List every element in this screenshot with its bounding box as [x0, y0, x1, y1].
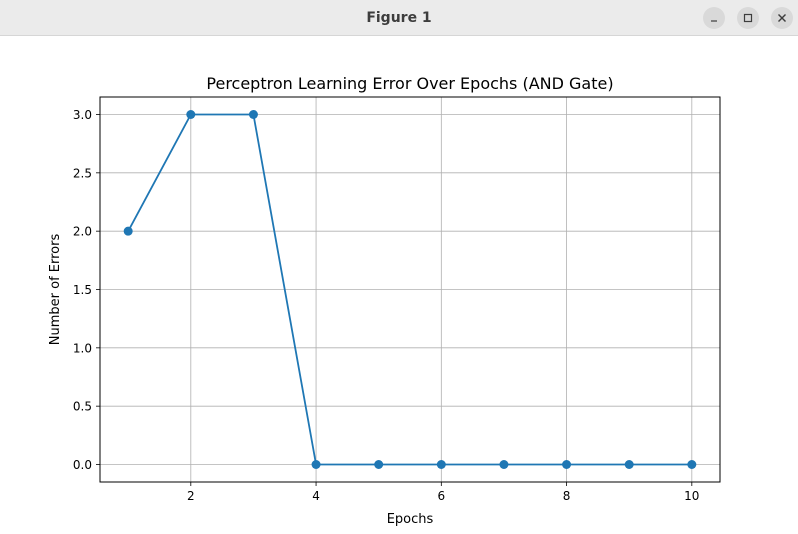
x-tick-label: 10 [684, 489, 699, 503]
grid-lines [100, 97, 720, 482]
maximize-button[interactable] [737, 7, 759, 29]
data-point [248, 110, 258, 119]
minimize-button[interactable] [703, 7, 725, 29]
close-icon [778, 14, 786, 22]
data-point [311, 460, 321, 469]
data-point [436, 460, 446, 469]
data-point [624, 460, 634, 469]
y-tick-label: 2.5 [73, 166, 92, 180]
data-point [562, 460, 572, 469]
data-point [123, 226, 133, 236]
x-tick-label: 4 [312, 489, 320, 503]
x-tick-label: 8 [563, 489, 571, 503]
minimize-icon [711, 20, 717, 22]
x-tick-label: 2 [187, 489, 195, 503]
y-tick-label: 1.5 [73, 283, 92, 297]
x-axis-ticks: 2 4 6 8 10 [187, 482, 699, 503]
y-tick-label: 0.5 [73, 400, 92, 414]
y-tick-label: 1.0 [73, 341, 92, 355]
data-point [186, 110, 196, 119]
title-bar: Figure 1 [0, 0, 798, 36]
data-point [499, 460, 509, 469]
series-group [123, 110, 697, 469]
x-axis-label: Epochs [387, 512, 434, 527]
line-chart: Perceptron Learning Error Over Epochs (A… [48, 74, 721, 527]
data-point [687, 460, 697, 469]
chart-title: Perceptron Learning Error Over Epochs (A… [206, 74, 613, 93]
window-title: Figure 1 [366, 10, 432, 26]
close-button[interactable] [771, 7, 793, 29]
y-tick-label: 2.0 [73, 225, 92, 239]
data-point [374, 460, 384, 469]
figure-canvas: Perceptron Learning Error Over Epochs (A… [0, 36, 798, 534]
maximize-icon [743, 13, 753, 23]
x-tick-label: 6 [437, 489, 445, 503]
y-axis-ticks: 0.0 0.5 1.0 1.5 2.0 2.5 3.0 [73, 108, 100, 472]
y-tick-label: 0.0 [73, 458, 92, 472]
series-line [127, 113, 692, 466]
y-axis-label: Number of Errors [48, 234, 63, 346]
y-tick-label: 3.0 [73, 108, 92, 122]
